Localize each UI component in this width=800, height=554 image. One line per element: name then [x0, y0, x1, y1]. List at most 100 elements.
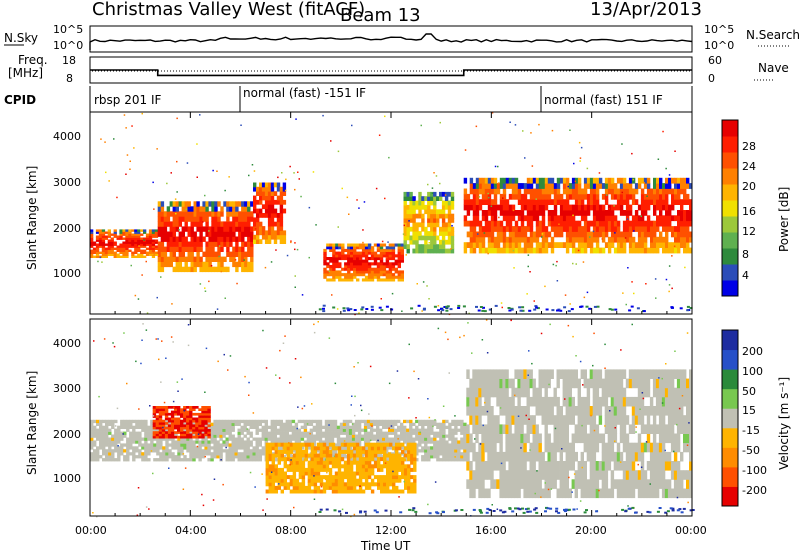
heatmap-cell [157, 251, 162, 257]
heatmap-cell [312, 443, 317, 447]
heatmap-cell [331, 460, 336, 465]
heatmap-cell [343, 471, 348, 476]
heatmap-cell [144, 443, 148, 447]
heatmap-cell [508, 177, 513, 184]
heatmap-cell [403, 196, 407, 201]
heatmap-cell [383, 460, 387, 465]
heatmap-cell [325, 449, 330, 454]
heatmap-cell [683, 226, 687, 232]
heatmap-cell [303, 440, 308, 444]
heatmap-cell [595, 188, 600, 195]
heatmap-cell [418, 443, 422, 447]
heatmap-cell [364, 270, 369, 274]
heatmap-cell [505, 433, 509, 444]
heatmap-cell [171, 437, 175, 441]
heatmap-cell [273, 440, 277, 444]
heatmap-cell [454, 452, 458, 456]
heatmap-cell [369, 419, 374, 424]
heatmap-cell [235, 246, 239, 252]
heatmap-cell [226, 211, 230, 217]
heatmap-cell [111, 458, 115, 462]
heatmap-cell [150, 434, 154, 438]
heatmap-cell [418, 419, 422, 424]
heatmap-cell [126, 419, 130, 424]
heatmap-cell [174, 431, 178, 434]
heatmap-cell [198, 455, 202, 459]
heatmap-cell [391, 267, 396, 271]
heatmap-cell [258, 452, 262, 456]
heatmap-cell [193, 261, 197, 268]
heatmap-cell [610, 193, 615, 200]
heatmap-cell [290, 240, 292, 242]
heatmap-cell [289, 467, 294, 472]
heatmap-cell [237, 440, 241, 444]
heatmap-cell [267, 431, 271, 435]
heatmap-cell [389, 460, 393, 465]
heatmap-cell [111, 419, 115, 424]
heatmap-cell [175, 256, 179, 262]
heatmap-cell [183, 446, 187, 450]
heatmap-cell [330, 422, 335, 426]
heatmap-cell [90, 235, 94, 238]
heatmap-cell [134, 251, 138, 254]
heatmap-cell [622, 226, 627, 232]
heatmap-cell [487, 369, 491, 379]
heatmap-cell [271, 453, 275, 458]
heatmap-cell [439, 458, 443, 462]
heatmap-cell [152, 426, 157, 430]
heatmap-cell [592, 193, 597, 200]
heatmap-cell [526, 210, 531, 216]
heatmap-cell [384, 115, 386, 118]
heatmap-cell [439, 437, 443, 441]
heatmap-cell [433, 437, 437, 441]
heatmap-cell [580, 210, 585, 216]
heatmap-cell [680, 226, 684, 232]
heatmap-cell [601, 226, 606, 232]
heatmap-cell [535, 183, 540, 189]
heatmap-cell [450, 231, 455, 236]
heatmap-cell [318, 422, 323, 426]
heatmap-cell [325, 446, 330, 451]
heatmap-cell [379, 455, 383, 459]
heatmap-cell [439, 452, 443, 456]
heatmap-cell [347, 248, 351, 252]
heatmap-cell [175, 266, 179, 273]
heatmap-cell [126, 455, 130, 459]
heatmap-cell [160, 261, 165, 268]
heatmap-cell [388, 446, 392, 450]
heatmap-cell [585, 305, 589, 308]
heatmap-cell [418, 437, 422, 441]
heatmap-cell [331, 478, 336, 483]
heatmap-cell [535, 188, 540, 195]
heatmap-cell [674, 247, 678, 254]
heatmap-cell [559, 177, 564, 184]
heatmap-cell [457, 443, 461, 447]
heatmap-cell [478, 369, 482, 379]
power-cbar-tick-4: 4 [742, 269, 749, 282]
heatmap-cell [361, 471, 366, 476]
noise-right-tick-low: 10^0 [704, 39, 734, 52]
heatmap-cell [289, 457, 294, 462]
heatmap-cell [469, 204, 474, 211]
heatmap-cell [472, 226, 477, 232]
heatmap-cell [216, 440, 220, 444]
heatmap-cell [214, 201, 218, 207]
heatmap-cell [117, 452, 121, 456]
heatmap-cell [132, 446, 136, 450]
heatmap-cell [558, 223, 560, 225]
heatmap-cell [341, 278, 345, 282]
heatmap-cell [288, 425, 293, 429]
heatmap-cell [232, 211, 236, 217]
heatmap-cell [634, 210, 639, 216]
heatmap-cell [120, 437, 124, 441]
heatmap-cell [377, 464, 381, 469]
heatmap-cell [370, 446, 375, 451]
heatmap-cell [550, 199, 555, 205]
heatmap-cell [225, 422, 229, 426]
heatmap-cell [357, 434, 362, 438]
heatmap-cell [228, 437, 232, 441]
heatmap-cell [232, 251, 236, 257]
heatmap-cell [370, 471, 375, 476]
heatmap-cell [312, 428, 317, 432]
heatmap-cell [220, 236, 224, 242]
